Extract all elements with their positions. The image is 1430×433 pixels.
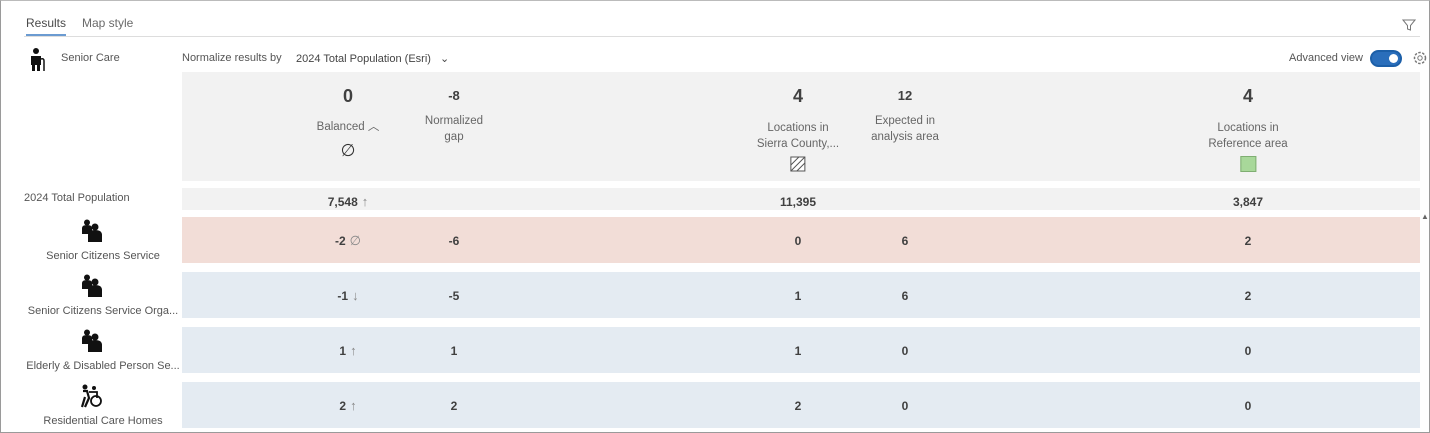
- row-label: Senior Citizens Service: [46, 250, 160, 262]
- locations-value: 4: [792, 86, 803, 106]
- people-icon: [81, 219, 103, 248]
- normalized-gap-label2: gap: [444, 131, 464, 143]
- locations-value: 2: [794, 399, 802, 413]
- row-label: Elderly & Disabled Person Se...: [26, 360, 180, 372]
- normalize-label: Normalize results by: [182, 52, 282, 64]
- population-col3: 11,395: [779, 195, 817, 209]
- table-row[interactable]: -2 ∅ -6 0 6 2: [182, 217, 1420, 263]
- gear-icon[interactable]: [1412, 50, 1428, 66]
- normalize-value: 2024 Total Population (Esri): [296, 53, 431, 65]
- locations-label2: Sierra County,...: [756, 138, 840, 150]
- advanced-view-toggle[interactable]: [1370, 50, 1402, 67]
- reference-swatch: [1240, 156, 1256, 172]
- gap-value: -5: [448, 289, 460, 303]
- senior-icon: [31, 48, 45, 71]
- indicator-icon: ∅: [349, 233, 361, 248]
- locations-label1: Locations in: [767, 122, 829, 134]
- expected-value: 0: [901, 399, 909, 413]
- expected-label1: Expected in: [874, 115, 936, 127]
- balanced-label: Balanced: [316, 121, 365, 133]
- expected-value: 0: [901, 344, 909, 358]
- score-value: -1: [337, 289, 349, 303]
- reference-value: 4: [1242, 86, 1253, 106]
- population-label: 2024 Total Population: [24, 192, 130, 204]
- tab-results[interactable]: Results: [26, 16, 66, 36]
- population-col5: 3,847: [1232, 195, 1264, 209]
- expected-value: 12: [897, 88, 913, 103]
- category-label: Senior Care: [61, 52, 120, 64]
- tab-bar: Results Map style: [24, 0, 1420, 37]
- arrow-up-icon: ↑: [361, 194, 369, 209]
- reference-label1: Locations in: [1217, 122, 1279, 134]
- table-row[interactable]: 1 ↑ 1 1 0 0: [182, 327, 1420, 373]
- balanced-sort[interactable]: Balanced ︿: [317, 119, 380, 135]
- expected-value: 6: [901, 289, 909, 303]
- advanced-view-label: Advanced view: [1289, 52, 1363, 64]
- score-value: 1: [339, 344, 347, 358]
- chevron-up-icon: ︿: [367, 121, 380, 133]
- reference-value: 2: [1244, 289, 1252, 303]
- filter-icon[interactable]: [1402, 18, 1416, 32]
- indicator-icon: ↓: [352, 288, 359, 303]
- gap-value: 1: [450, 344, 458, 358]
- row-label: Residential Care Homes: [43, 415, 163, 427]
- summary-header: 0 Balanced ︿ ∅ -8 Normalized gap 4 Locat…: [182, 72, 1420, 181]
- balanced-value: 0: [342, 86, 354, 106]
- gap-value: -6: [448, 234, 460, 248]
- score-value: 2: [339, 399, 347, 413]
- expected-label2: analysis area: [871, 131, 939, 143]
- scroll-up-icon[interactable]: ▲: [1421, 212, 1429, 221]
- table-row[interactable]: -1 ↓ -5 1 6 2: [182, 272, 1420, 318]
- indicator-icon: ↑: [350, 398, 357, 413]
- reference-value: 0: [1244, 399, 1252, 413]
- chevron-down-icon: ⌄: [440, 53, 450, 65]
- people-icon: [81, 274, 103, 303]
- reference-label2: Reference area: [1208, 138, 1288, 150]
- people-icon: [81, 329, 103, 358]
- reference-value: 2: [1244, 234, 1252, 248]
- indicator-icon: ↑: [350, 343, 357, 358]
- wheelchair-icon: [80, 384, 104, 413]
- population-col1: 7,548: [327, 195, 358, 209]
- score-value: -2: [335, 234, 346, 248]
- reference-value: 0: [1244, 344, 1252, 358]
- normalize-dropdown[interactable]: 2024 Total Population (Esri) ⌄: [296, 52, 449, 65]
- table-row[interactable]: 2 ↑ 2 2 0 0: [182, 382, 1420, 428]
- row-label: Senior Citizens Service Orga...: [27, 305, 179, 317]
- balanced-null-icon: ∅: [340, 141, 356, 160]
- population-row: 7,548 ↑ 11,395 3,847: [182, 188, 1420, 210]
- hatched-swatch-icon: [790, 156, 806, 172]
- gap-value: 2: [450, 399, 458, 413]
- locations-value: 0: [794, 234, 802, 248]
- normalized-gap-label1: Normalized: [424, 115, 484, 127]
- tab-map-style[interactable]: Map style: [82, 16, 134, 30]
- expected-value: 6: [901, 234, 909, 248]
- locations-value: 1: [794, 289, 802, 303]
- locations-value: 1: [794, 344, 802, 358]
- normalized-gap-value: -8: [448, 88, 460, 103]
